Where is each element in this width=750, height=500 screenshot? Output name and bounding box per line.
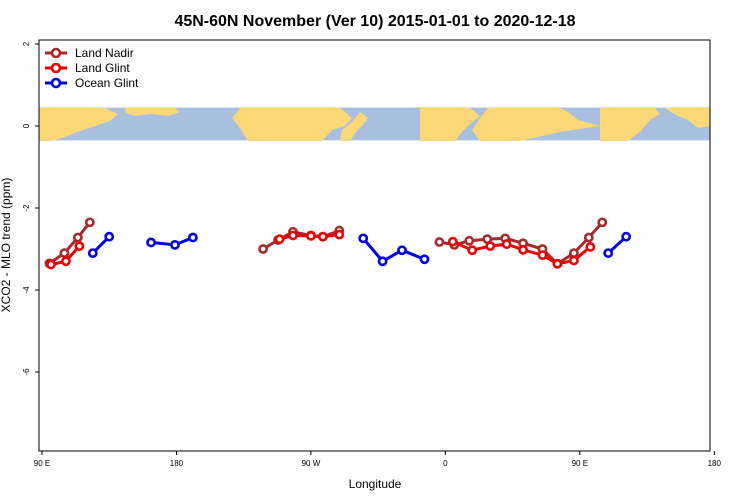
x-tick-label-1: 180 [170,459,184,468]
map-land-shape-3 [232,108,352,141]
data-point-land-glint-1-0 [274,234,285,245]
map-land-shape-2 [125,108,180,116]
data-point-land-nadir-0-2 [72,232,83,243]
map-land-shape-1 [39,108,118,141]
data-point-ocean-glint-2-1 [377,256,388,267]
map-land [39,108,710,141]
x-tick-label-5: 180 [708,459,722,468]
data-point-land-glint-1-4 [334,229,345,240]
series-land-nadir [44,217,608,269]
data-point-land-glint-2-0 [447,236,458,247]
series-land-glint [46,229,596,270]
chart-title: 45N-60N November (Ver 10) 2015-01-01 to … [174,13,575,30]
data-point-ocean-glint-2-3 [419,254,430,265]
data-point-land-glint-2-7 [568,255,579,266]
data-point-land-glint-1-1 [288,230,298,241]
data-point-land-nadir-0-3 [84,217,95,228]
data-point-land-nadir-1-0 [258,244,269,254]
data-point-ocean-glint-0-1 [104,231,115,242]
data-point-land-nadir-0-1 [59,248,70,258]
data-point-ocean-glint-2-2 [397,245,407,256]
x-axis-label: Longitude [349,477,402,491]
y-tick-label-0: 2 [22,41,31,46]
data-point-land-nadir-2-2 [464,235,475,246]
data-point-land-glint-1-2 [306,230,316,241]
data-point-ocean-glint-3-1 [621,231,632,242]
map-land-shape-6 [472,108,600,141]
y-axis-label: XCO2 - MLO trend (ppm) [0,178,13,313]
series-line-ocean-glint-2 [362,237,426,263]
data-point-land-glint-2-6 [552,258,563,269]
y-tick-label-4: -6 [22,368,31,376]
data-point-ocean-glint-1-2 [187,232,198,243]
data-point-ocean-glint-3-0 [603,248,614,258]
data-point-land-nadir-2-0 [434,237,445,247]
data-point-ocean-glint-1-0 [146,237,156,248]
data-point-land-nadir-2-9 [583,232,594,243]
legend-label-ocean-glint: Ocean Glint [75,76,139,90]
map-land-shape-4 [340,112,368,141]
data-point-land-glint-2-1 [467,245,478,256]
y-axis: 2 0 -2 -4 -6 [22,41,39,376]
legend-label-land-nadir: Land Nadir [75,46,134,60]
data-point-land-nadir-2-10 [597,217,608,228]
data-point-land-glint-0-0 [46,259,56,270]
data-point-land-glint-2-5 [537,250,548,261]
data-point-land-glint-2-4 [518,244,528,255]
data-point-ocean-glint-2-0 [358,233,369,244]
series-layer [44,217,632,270]
x-tick-label-0: 90 E [34,459,50,468]
legend-marker-land-glint [50,62,62,74]
data-point-land-glint-1-3 [317,231,328,242]
data-point-land-glint-0-2 [74,241,85,252]
series-line-land-nadir-0 [48,221,91,265]
series-ocean-glint [87,231,632,267]
data-point-land-glint-2-3 [501,239,512,249]
x-axis: 90 E 180 90 W 0 90 E 180 [34,451,722,468]
legend-marker-ocean-glint [50,77,62,89]
legend-marker-land-nadir [50,47,62,59]
data-point-land-glint-2-2 [485,241,496,252]
x-tick-label-4: 90 E [572,459,588,468]
plot-frame [38,39,711,452]
legend-label-land-glint: Land Glint [75,61,130,75]
y-tick-label-2: -2 [22,204,31,212]
y-tick-label-1: 0 [22,123,31,128]
data-point-ocean-glint-0-0 [87,248,98,258]
data-point-land-glint-0-1 [61,256,71,267]
map-land-shape-7 [600,108,660,141]
x-tick-label-3: 0 [443,459,448,468]
data-point-land-glint-2-8 [585,242,596,252]
map-land-shape-5 [420,108,480,141]
x-tick-label-2: 90 W [302,459,321,468]
data-point-ocean-glint-1-1 [170,239,180,250]
map-band [39,107,710,141]
map-land-shape-8 [665,108,710,128]
y-tick-label-3: -4 [22,286,31,294]
